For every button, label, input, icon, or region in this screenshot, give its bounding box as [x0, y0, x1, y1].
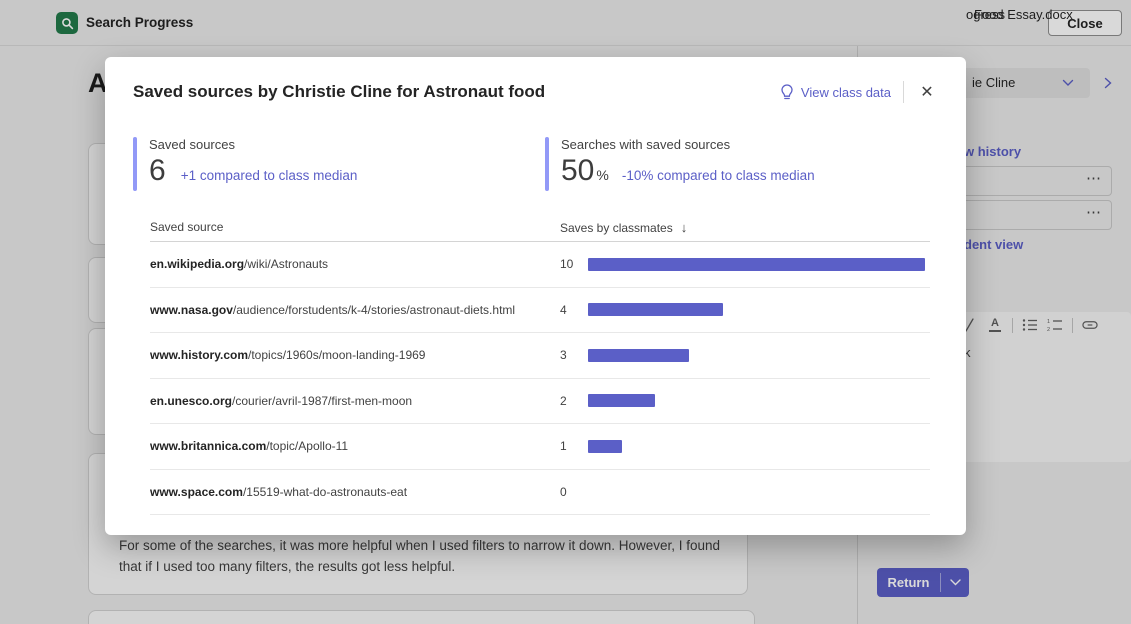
table-row[interactable]: www.space.com/15519-what-do-astronauts-e… [150, 470, 930, 515]
strikethrough-icon[interactable] [962, 317, 978, 333]
return-split-button[interactable]: Return [877, 568, 969, 597]
student-selector-value: ie Cline [972, 75, 1016, 90]
source-url[interactable]: www.britannica.com/topic/Apollo-11 [150, 439, 560, 453]
saved-sources-table: Saved source Saves by classmates ↓ en.wi… [150, 220, 930, 515]
link-icon[interactable] [1082, 317, 1098, 333]
table-row[interactable]: www.nasa.gov/audience/forstudents/k-4/st… [150, 288, 930, 333]
more-options-icon[interactable]: ⋯ [1086, 170, 1102, 187]
page-heading-fragment: A [88, 68, 108, 98]
table-body: en.wikipedia.org/wiki/Astronauts 10 www.na… [150, 242, 930, 515]
saves-count: 10 [560, 257, 574, 272]
close-dialog-icon[interactable]: ✕ [920, 84, 934, 101]
saves-bar-track [588, 303, 925, 317]
search-progress-app-icon [56, 12, 78, 34]
split-divider [940, 573, 941, 592]
saves-count: 0 [560, 484, 567, 499]
dialog-actions: View class data ✕ [780, 79, 938, 105]
stat-comparison: +1 compared to class median [180, 168, 358, 183]
attachment-label: Food Essay.docx [974, 7, 1073, 22]
open-student-view-link[interactable]: dent view [964, 237, 1024, 252]
column-saves-by-classmates[interactable]: Saves by classmates ↓ [560, 220, 687, 235]
saves-bar-track [588, 257, 925, 271]
stat-value: 50 [561, 154, 595, 187]
actions-divider [903, 81, 904, 103]
column-label: Saves by classmates [560, 220, 673, 235]
stat-label: Searches with saved sources [561, 137, 731, 152]
saves-bar-track [588, 394, 925, 408]
saved-sources-dialog: Saved sources by Christie Cline for Astr… [105, 57, 966, 535]
saves-bar [588, 303, 723, 317]
source-domain: www.nasa.gov [150, 302, 233, 317]
saves-bar-track [588, 439, 925, 453]
attachment-label: ogress [966, 7, 1006, 22]
feedback-text: For some of the searches, it was more he… [119, 538, 721, 575]
source-url[interactable]: en.unesco.org/courier/avril-1987/first-m… [150, 394, 560, 408]
top-bar: Search Progress Close [0, 0, 1131, 46]
source-domain: www.history.com [150, 348, 249, 363]
source-domain: en.wikipedia.org [150, 257, 245, 272]
saves-bar-track [588, 348, 925, 362]
saves-count: 4 [560, 302, 567, 317]
source-url[interactable]: www.history.com/topics/1960s/moon-landin… [150, 348, 560, 362]
stat-saved-sources: Saved sources 6 +1 compared to class med… [133, 137, 358, 191]
source-domain: www.space.com [150, 484, 243, 499]
stat-unit: % [596, 167, 609, 183]
more-options-icon[interactable]: ⋯ [1086, 204, 1102, 221]
return-button[interactable]: Return [887, 575, 930, 590]
column-saved-source: Saved source [150, 220, 224, 234]
source-url[interactable]: www.space.com/15519-what-do-astronauts-e… [150, 485, 560, 499]
saves-bar [588, 439, 622, 453]
stat-label: Saved sources [149, 137, 235, 152]
table-row[interactable]: www.britannica.com/topic/Apollo-11 1 [150, 424, 930, 470]
source-path: /topics/1960s/moon-landing-1969 [248, 348, 426, 363]
chevron-down-icon [1062, 79, 1074, 87]
editor-text-fragment: k [964, 345, 971, 360]
source-path: /wiki/Astronauts [244, 257, 329, 272]
toolbar-divider [1012, 317, 1013, 333]
bullet-list-icon[interactable] [1022, 317, 1038, 333]
lightbulb-icon [781, 83, 793, 99]
saves-count: 2 [560, 393, 567, 408]
table-row[interactable]: www.history.com/topics/1960s/moon-landin… [150, 333, 930, 379]
table-row[interactable]: en.wikipedia.org/wiki/Astronauts 10 [150, 242, 930, 288]
table-header: Saved source Saves by classmates ↓ [150, 220, 930, 242]
stat-comparison: -10% compared to class median [621, 168, 815, 183]
dialog-title: Saved sources by Christie Cline for Astr… [133, 82, 546, 101]
background-card [88, 610, 755, 624]
view-history-link[interactable]: w history [964, 144, 1022, 159]
saves-bar [588, 257, 925, 271]
sort-descending-icon: ↓ [680, 220, 688, 235]
stat-value: 6 [149, 154, 166, 187]
source-path: /15519-what-do-astronauts-eat [242, 484, 408, 499]
next-student-button[interactable] [1100, 75, 1116, 91]
chevron-right-icon [1104, 77, 1112, 89]
magnifier-icon [61, 17, 73, 29]
saves-bar [588, 394, 655, 408]
view-class-data-button[interactable]: View class data [780, 83, 891, 101]
toolbar-divider [1072, 317, 1073, 333]
source-domain: en.unesco.org [150, 393, 233, 408]
table-row[interactable]: en.unesco.org/courier/avril-1987/first-m… [150, 379, 930, 424]
svg-text:1: 1 [1047, 319, 1050, 325]
saves-count: 3 [560, 348, 567, 363]
chevron-down-icon [949, 579, 961, 586]
source-url[interactable]: www.nasa.gov/audience/forstudents/k-4/st… [150, 303, 560, 317]
saves-bar [588, 348, 689, 362]
source-url[interactable]: en.wikipedia.org/wiki/Astronauts [150, 257, 560, 271]
return-options-button[interactable] [941, 568, 969, 597]
view-class-data-label: View class data [800, 84, 891, 100]
source-domain: www.britannica.com [150, 439, 267, 454]
saves-count: 1 [560, 439, 567, 454]
close-app-button[interactable]: Close [1048, 10, 1122, 36]
stat-searches-with-saved-sources: Searches with saved sources 50 % -10% co… [545, 137, 815, 191]
saves-bar-track [588, 485, 925, 498]
text-color-icon[interactable]: A [987, 317, 1003, 333]
source-path: /audience/forstudents/k-4/stories/astron… [232, 302, 516, 317]
source-path: /topic/Apollo-11 [266, 439, 349, 454]
app-title: Search Progress [86, 15, 194, 30]
svg-text:2: 2 [1047, 327, 1050, 332]
source-path: /courier/avril-1987/first-men-moon [232, 393, 413, 408]
